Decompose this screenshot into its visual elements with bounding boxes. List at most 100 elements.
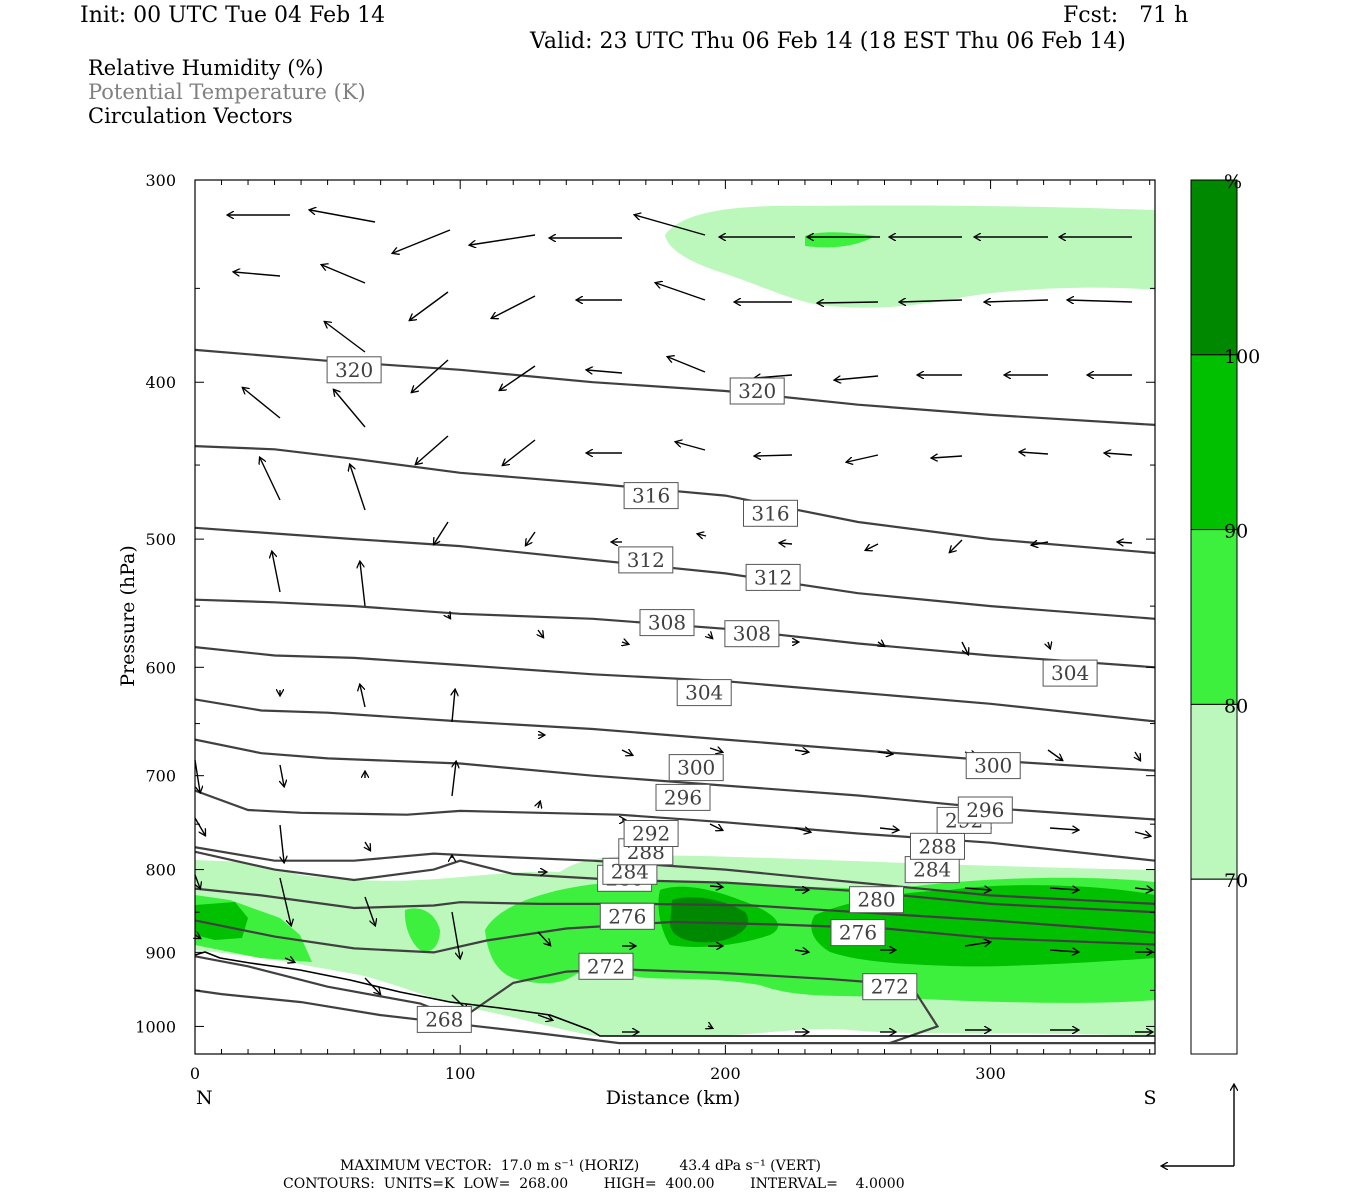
wind-vector bbox=[847, 454, 879, 462]
theta-label-box-296 bbox=[655, 783, 711, 811]
endpoint-south: S bbox=[1143, 1087, 1156, 1109]
wind-vector bbox=[755, 455, 793, 456]
y-tick-label: 700 bbox=[145, 767, 176, 786]
wind-vector bbox=[635, 215, 706, 236]
wind-vector bbox=[416, 435, 449, 464]
theta-label-276: 276 bbox=[839, 921, 877, 945]
theta-label-box-316 bbox=[623, 482, 679, 510]
wind-vector bbox=[950, 539, 963, 552]
colorbar-level-label: 90 bbox=[1224, 521, 1248, 543]
wind-vector bbox=[500, 365, 536, 390]
wind-vector bbox=[985, 300, 1049, 302]
wind-vector bbox=[1049, 828, 1078, 830]
wind-vector bbox=[622, 642, 628, 644]
theta-label-box-300 bbox=[668, 754, 724, 782]
wind-vector bbox=[1134, 888, 1152, 890]
y-tick-label: 400 bbox=[145, 373, 176, 392]
colorbar-segment bbox=[1190, 529, 1238, 705]
theta-label-284: 284 bbox=[913, 858, 951, 882]
theta-label-box-272 bbox=[862, 973, 918, 1001]
theta-label-276: 276 bbox=[608, 904, 646, 928]
terrain-line bbox=[194, 951, 1155, 1037]
wind-vector bbox=[1134, 832, 1150, 836]
wind-vector bbox=[279, 824, 284, 862]
wind-vector bbox=[587, 370, 623, 373]
theta-label-312: 312 bbox=[754, 565, 792, 589]
theta-label-box-292 bbox=[623, 820, 679, 847]
theta-label-box-304 bbox=[1042, 659, 1098, 687]
theta-line-296 bbox=[195, 738, 1155, 821]
wind-vector bbox=[1048, 642, 1050, 648]
wind-vector bbox=[709, 823, 722, 830]
wind-vector bbox=[322, 265, 366, 284]
y-tick-label: 600 bbox=[145, 658, 176, 677]
wind-vector bbox=[656, 283, 706, 301]
theta-line-308 bbox=[195, 598, 1155, 669]
x-tick-label: 100 bbox=[445, 1064, 476, 1083]
x-tick-label: 300 bbox=[975, 1064, 1006, 1083]
theta-label-280: 280 bbox=[857, 888, 895, 912]
wind-vector bbox=[310, 210, 376, 223]
wind-vector bbox=[1135, 751, 1140, 760]
reference-vector bbox=[1162, 1085, 1234, 1166]
wind-vector bbox=[410, 291, 449, 320]
valid-time: Valid: 23 UTC Thu 06 Feb 14 (18 EST Thu … bbox=[530, 29, 1126, 54]
theta-label-320: 320 bbox=[738, 379, 776, 403]
colorbar-level-label: 100 bbox=[1224, 346, 1260, 368]
theta-line-288 bbox=[195, 846, 1155, 905]
theta-label-316: 316 bbox=[632, 484, 670, 508]
theta-line-280 bbox=[195, 887, 1155, 934]
forecast-hour: Fcst: 71 h bbox=[1063, 3, 1189, 28]
colorbar-segment bbox=[1190, 354, 1238, 531]
theta-label-312: 312 bbox=[627, 548, 665, 572]
wind-vector bbox=[448, 615, 450, 618]
theta-label-272: 272 bbox=[587, 954, 625, 978]
theta-line-292 bbox=[195, 789, 1155, 862]
theta-label-box-308 bbox=[724, 620, 780, 648]
theta-label-320: 320 bbox=[335, 358, 373, 382]
wind-vector bbox=[698, 534, 707, 536]
theta-label-box-284 bbox=[904, 856, 960, 884]
x-tick-label: 200 bbox=[710, 1064, 741, 1083]
theta-label-304: 304 bbox=[685, 681, 723, 705]
colorbar-segment bbox=[1190, 179, 1238, 356]
wind-vector bbox=[1068, 300, 1133, 302]
y-tick-labels: 300 400 500 600 700 800 900 1000 bbox=[135, 171, 176, 1036]
wind-vector bbox=[350, 465, 366, 511]
wind-vector bbox=[794, 828, 810, 832]
wind-vector bbox=[364, 977, 380, 994]
wind-vector bbox=[877, 752, 892, 754]
theta-label-box-268 bbox=[416, 1005, 472, 1033]
theta-contours bbox=[195, 348, 1155, 1045]
wind-vector bbox=[195, 874, 200, 888]
wind-vector bbox=[503, 439, 536, 465]
theta-line-312 bbox=[195, 526, 1155, 620]
wind-vector bbox=[492, 295, 536, 318]
x-tick-label: 0 bbox=[190, 1064, 200, 1083]
wind-vector bbox=[280, 764, 284, 786]
y-tick-label: 1000 bbox=[135, 1017, 176, 1036]
theta-label-box-300 bbox=[965, 752, 1021, 780]
wind-vector bbox=[708, 1026, 712, 1028]
wind-vector bbox=[538, 802, 540, 808]
theta-label-box-280 bbox=[849, 886, 904, 914]
wind-vector bbox=[1105, 453, 1133, 455]
theta-label-296: 296 bbox=[966, 798, 1004, 822]
wind-vector bbox=[964, 888, 990, 890]
theta-label-box-276 bbox=[830, 919, 886, 947]
wind-vector bbox=[878, 642, 884, 646]
x-axis-label: Distance (km) bbox=[606, 1087, 741, 1109]
colorbar-level-label: 70 bbox=[1224, 870, 1248, 892]
legend-vectors: Circulation Vectors bbox=[88, 104, 293, 128]
wind-vector bbox=[621, 750, 632, 755]
wind-vector bbox=[195, 935, 200, 938]
wind-vector bbox=[470, 234, 536, 245]
wind-vector bbox=[194, 817, 205, 835]
x-tick-labels: 0 100 200 300 bbox=[190, 1064, 1006, 1083]
wind-vector bbox=[393, 229, 451, 253]
rh-70-upper bbox=[665, 205, 1155, 308]
frame-ticks bbox=[194, 179, 1155, 1054]
y-tick-label: 300 bbox=[145, 171, 176, 190]
wind-vector bbox=[434, 521, 449, 544]
